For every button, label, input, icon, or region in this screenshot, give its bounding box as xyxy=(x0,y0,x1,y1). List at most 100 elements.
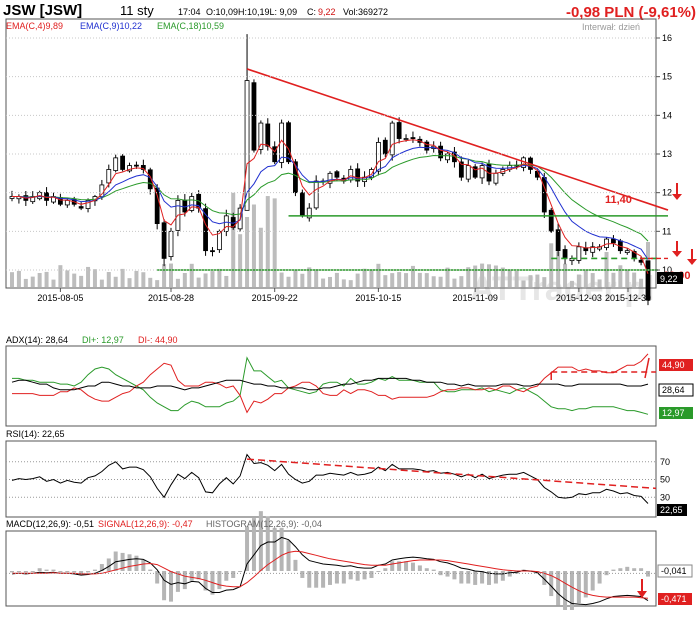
histogram-bar xyxy=(58,571,63,572)
volume-bar xyxy=(162,264,167,287)
histogram-value: -0,04 xyxy=(301,519,322,529)
histogram-bar xyxy=(438,571,443,576)
histogram-bar xyxy=(397,561,402,571)
candle-body xyxy=(85,199,91,209)
adx-title: ADX(14): 28,64 xyxy=(6,335,68,345)
di-minus-value: 44,90 xyxy=(155,335,178,345)
volume-bar xyxy=(569,280,574,287)
histogram-bar xyxy=(30,571,35,572)
histogram-bar xyxy=(500,571,505,581)
volume-bar xyxy=(383,275,388,287)
date-tick-label: 2015-10-15 xyxy=(355,293,401,303)
price-trendline xyxy=(246,68,669,211)
volume-bar xyxy=(141,272,146,287)
volume-bar xyxy=(238,234,243,287)
volume-bar xyxy=(127,278,132,287)
volume-bar xyxy=(196,277,201,287)
histogram-bar xyxy=(410,562,415,571)
histogram-bar xyxy=(65,571,70,572)
candle-body xyxy=(189,196,195,211)
candle-body xyxy=(223,215,229,232)
volume-bar xyxy=(169,263,173,287)
rsi-tick-label: 30 xyxy=(660,492,670,502)
arrow-1000-b-head xyxy=(687,259,697,265)
volume-bar xyxy=(480,263,485,287)
volume-bar xyxy=(293,270,298,287)
di-minus-name: DI- xyxy=(138,335,150,345)
volume-bar xyxy=(424,273,429,287)
adx-value-label: 28,64 xyxy=(662,385,685,395)
histogram-bar xyxy=(321,571,326,588)
signal-name: SIGNAL(12,26,9) xyxy=(98,519,167,529)
volume-bar xyxy=(258,227,263,287)
candle-body xyxy=(486,163,492,182)
ema4-legend: EMA(C,4)9,89 xyxy=(6,21,63,31)
volume-bar xyxy=(245,217,250,287)
volume-bar xyxy=(618,265,623,287)
histogram-bar xyxy=(542,571,547,585)
histogram-bar xyxy=(37,568,42,571)
candle-body xyxy=(445,153,450,161)
candle-body xyxy=(396,122,402,139)
histogram-bar xyxy=(23,571,28,573)
candle-body xyxy=(113,157,119,171)
macd-value: -0,51 xyxy=(74,519,95,529)
histogram-bar xyxy=(390,561,395,571)
volume-bar xyxy=(189,263,194,287)
histogram-bar xyxy=(556,571,561,606)
histogram-bar xyxy=(238,571,243,572)
volume-bar xyxy=(328,276,332,287)
histogram-bar xyxy=(341,571,346,584)
volume-bar xyxy=(65,270,70,287)
volume-bar xyxy=(528,275,533,287)
histogram-bar xyxy=(189,571,194,581)
histogram-bar xyxy=(169,571,173,602)
histogram-bar xyxy=(217,571,222,590)
histogram-bar xyxy=(265,516,270,571)
volume-bar xyxy=(210,271,215,287)
histogram-bar xyxy=(286,540,291,571)
candle-body xyxy=(458,161,464,178)
candle-body xyxy=(203,208,208,252)
histogram-bar xyxy=(307,571,312,588)
di-minus-last-tick xyxy=(644,357,650,379)
histogram-bar xyxy=(162,571,167,601)
candle-body xyxy=(590,246,596,253)
candle-body xyxy=(244,80,250,211)
volume-bar xyxy=(438,276,443,287)
volume-bar xyxy=(203,273,208,287)
di-minus-line xyxy=(12,353,649,414)
rsi-tick-label: 50 xyxy=(660,475,670,485)
rsi-value-label: 22,65 xyxy=(660,505,683,515)
volume-bar xyxy=(106,272,111,287)
histogram-bar xyxy=(493,571,498,584)
price-tick-label: 11 xyxy=(662,226,671,236)
histogram-bar xyxy=(376,571,381,572)
candle-body xyxy=(134,164,139,167)
rsi-line xyxy=(11,453,649,504)
histogram-bar xyxy=(44,569,49,571)
volume-bar xyxy=(279,272,284,287)
histogram-bar xyxy=(576,571,581,604)
volume-bar xyxy=(590,273,595,287)
histogram-bar xyxy=(120,552,125,571)
volume-bar xyxy=(597,279,602,287)
volume-bar xyxy=(23,278,28,287)
volume-bar xyxy=(155,280,160,287)
histogram-bar xyxy=(258,511,263,571)
volume-bar xyxy=(493,265,498,287)
volume-bar xyxy=(113,276,118,287)
volume-bar xyxy=(272,198,277,287)
date-tick-label: 2015-08-05 xyxy=(37,293,83,303)
volume-bar xyxy=(583,270,588,287)
histogram-legend: HISTOGRAM(12,26,9): -0,04 xyxy=(206,519,322,529)
candle-body xyxy=(389,122,395,156)
candle-body xyxy=(210,250,215,253)
histogram-bar xyxy=(369,571,374,578)
candle-body xyxy=(624,250,630,254)
histogram-bar xyxy=(10,571,14,573)
volume-bar xyxy=(410,265,415,287)
candle-body xyxy=(555,229,561,252)
histogram-bar xyxy=(293,559,298,571)
volume-bar xyxy=(58,265,63,287)
